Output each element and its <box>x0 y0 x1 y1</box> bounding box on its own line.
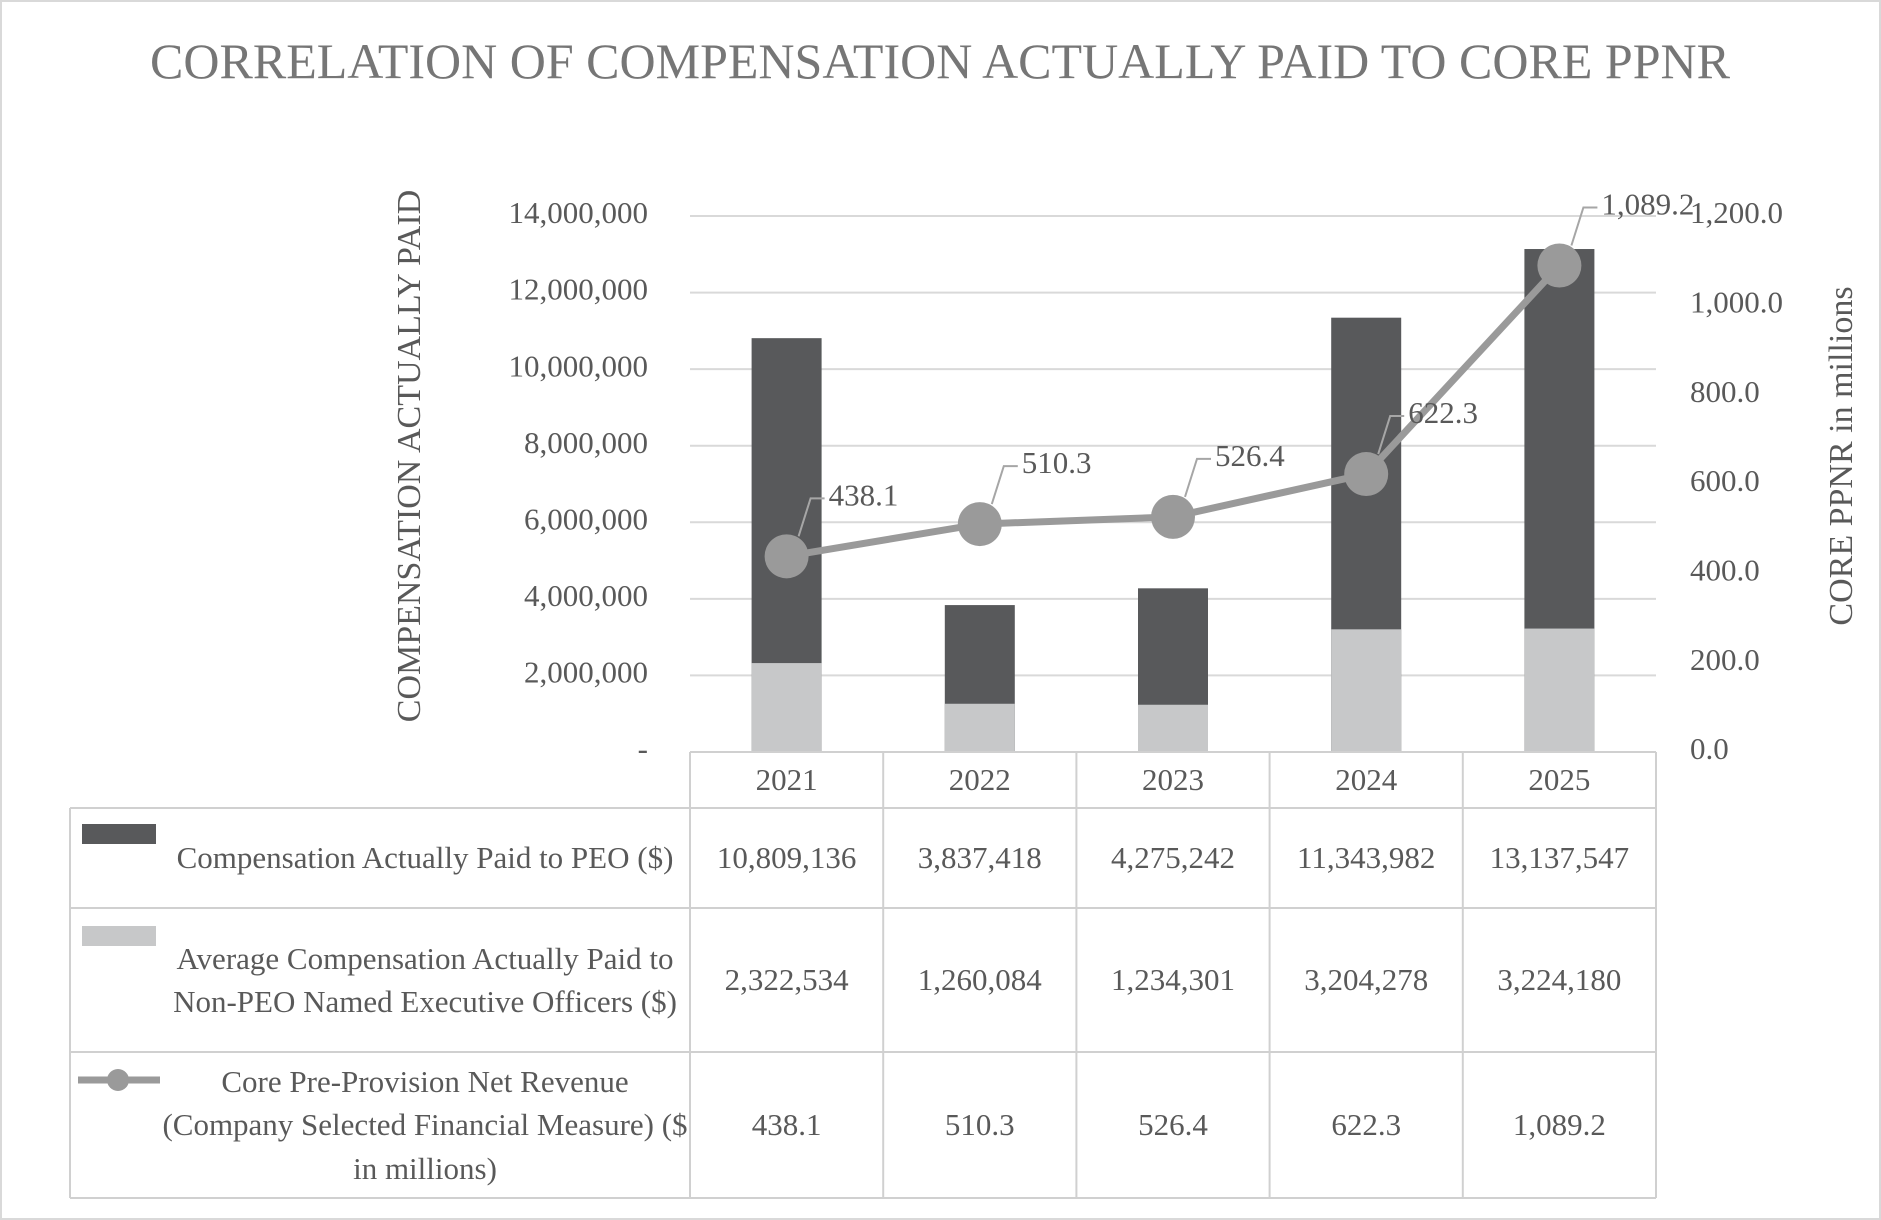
y-tick-label: 4,000,000 <box>524 578 648 613</box>
y-tick-label: - <box>638 731 648 766</box>
legend-marker <box>107 1069 129 1091</box>
table-cell: 2,322,534 <box>724 962 849 998</box>
legend-label: Core Pre-Provision Net Revenue (Company … <box>162 1063 688 1186</box>
y-tick-label: 6,000,000 <box>524 501 648 536</box>
y-tick-label: 8,000,000 <box>524 425 648 460</box>
y2-tick-label: 0.0 <box>1690 731 1729 766</box>
table-cell: 1,260,084 <box>917 962 1042 998</box>
table-cell: 510.3 <box>944 1107 1015 1143</box>
data-label: 438.1 <box>829 477 899 512</box>
legend-swatch <box>82 824 156 844</box>
x-tick-label: 2025 <box>1528 762 1591 798</box>
label-leader <box>797 497 825 537</box>
y-axis-title: COMPENSATION ACTUALLY PAID <box>391 190 428 722</box>
data-label: 1,089.2 <box>1601 187 1694 222</box>
y2-tick-label: 200.0 <box>1690 642 1760 677</box>
bar <box>1331 629 1402 752</box>
chart-title: CORRELATION OF COMPENSATION ACTUALLY PAI… <box>150 33 1730 89</box>
x-tick-label: 2023 <box>1141 762 1204 798</box>
y2-tick-label: 400.0 <box>1690 552 1760 587</box>
line-marker <box>1151 494 1195 539</box>
label-leader <box>1184 457 1211 498</box>
data-label: 510.3 <box>1022 445 1092 480</box>
y-tick-label: 10,000,000 <box>509 348 649 383</box>
data-label: 622.3 <box>1408 395 1478 430</box>
table-cell: 438.1 <box>751 1107 822 1143</box>
table-cell: 3,204,278 <box>1304 962 1429 998</box>
table-cell: 622.3 <box>1331 1107 1402 1143</box>
label-leader <box>1570 206 1598 246</box>
x-tick-label: 2024 <box>1335 762 1398 798</box>
y-tick-label: 12,000,000 <box>509 272 649 307</box>
line-marker <box>1537 243 1582 288</box>
line-marker <box>764 534 809 579</box>
table-cell: 10,809,136 <box>716 840 857 876</box>
bar <box>944 703 1015 752</box>
y-tick-label: 14,000,000 <box>509 195 649 230</box>
table-cell: 3,224,180 <box>1497 962 1622 998</box>
y2-tick-label: 1,200.0 <box>1690 195 1783 230</box>
bar <box>1138 704 1208 752</box>
table-cell: 3,837,418 <box>917 840 1042 876</box>
y2-tick-label: 800.0 <box>1690 374 1760 409</box>
table-cell: 1,089.2 <box>1512 1107 1606 1143</box>
table-cell: 13,137,547 <box>1489 840 1630 876</box>
y-tick-label: 2,000,000 <box>524 655 648 690</box>
label-leader <box>1377 415 1405 455</box>
y2-tick-label: 1,000.0 <box>1690 284 1783 319</box>
x-tick-label: 2022 <box>948 762 1011 798</box>
bar <box>1524 628 1595 752</box>
line-marker <box>1344 452 1389 497</box>
data-label: 526.4 <box>1215 438 1285 473</box>
table-cell: 1,234,301 <box>1110 962 1235 998</box>
table-cell: 4,275,242 <box>1110 840 1235 876</box>
legend-label: Average Compensation Actually Paid to No… <box>173 940 677 1019</box>
table-cell: 526.4 <box>1138 1107 1208 1143</box>
legend-label: Compensation Actually Paid to PEO ($) <box>176 840 674 876</box>
table-cell: 11,343,982 <box>1297 840 1436 876</box>
line-marker <box>957 502 1002 547</box>
y2-tick-label: 600.0 <box>1690 463 1760 498</box>
y2-axis-title: CORE PPNR in millions <box>1823 286 1860 625</box>
bar <box>751 663 822 752</box>
x-tick-label: 2021 <box>755 762 818 798</box>
label-leader <box>990 465 1018 505</box>
legend-swatch <box>82 926 156 946</box>
